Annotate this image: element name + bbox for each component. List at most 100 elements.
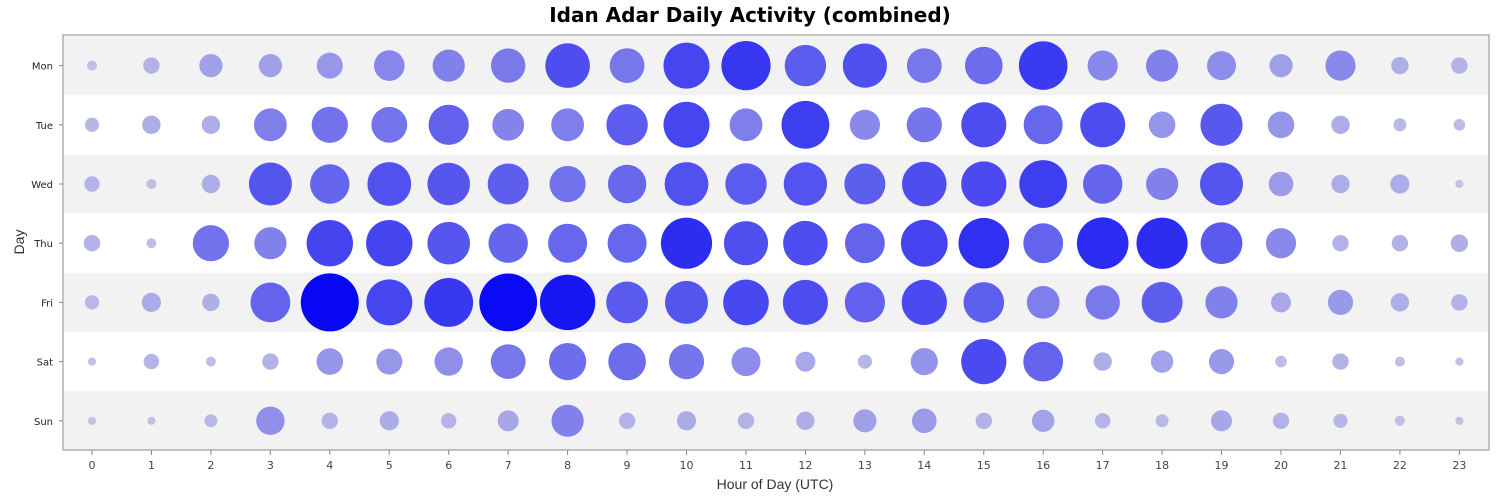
bubble-sat-20 — [1275, 355, 1287, 368]
bubble-sun-22 — [1394, 415, 1405, 426]
bubble-tue-8 — [551, 108, 584, 142]
bubble-tue-0 — [84, 117, 100, 132]
x-tick-9: 9 — [624, 459, 631, 472]
bubble-tue-1 — [142, 115, 161, 134]
y-axis-label: Day — [11, 230, 27, 255]
bubble-wed-17 — [1083, 164, 1123, 204]
bubble-fri-2 — [202, 293, 220, 312]
bubble-thu-13 — [845, 223, 885, 264]
x-tick-13: 13 — [858, 459, 872, 472]
bubble-sun-0 — [87, 416, 97, 425]
bubble-mon-9 — [609, 48, 645, 83]
bubble-mon-3 — [258, 54, 282, 78]
bubble-mon-7 — [491, 48, 526, 83]
bubble-wed-22 — [1390, 174, 1410, 194]
bubble-fri-16 — [1026, 286, 1060, 319]
bubble-sat-16 — [1023, 341, 1064, 382]
bubble-sun-23 — [1455, 416, 1464, 425]
bubble-sat-10 — [668, 344, 705, 380]
bubble-thu-23 — [1450, 234, 1469, 252]
bubble-mon-22 — [1391, 56, 1409, 75]
bubble-sun-14 — [912, 408, 937, 434]
bubble-tue-7 — [492, 108, 525, 141]
bubble-wed-23 — [1455, 179, 1464, 189]
bubble-wed-14 — [902, 161, 947, 207]
bubble-fri-23 — [1451, 294, 1468, 311]
bubble-tue-19 — [1200, 103, 1243, 146]
bubble-tue-22 — [1393, 118, 1407, 132]
bubble-wed-5 — [367, 162, 412, 206]
bubble-sun-18 — [1155, 414, 1169, 428]
bubble-sun-9 — [618, 412, 636, 429]
bubble-wed-19 — [1200, 162, 1243, 206]
bubble-mon-0 — [87, 60, 97, 71]
bubble-fri-13 — [844, 282, 886, 323]
bubble-thu-10 — [660, 217, 713, 269]
bubble-fri-5 — [366, 279, 413, 326]
bubble-sun-19 — [1211, 410, 1232, 432]
bubble-tue-11 — [729, 108, 763, 142]
bubble-fri-11 — [723, 279, 769, 326]
bubble-wed-6 — [427, 162, 471, 206]
x-tick-22: 22 — [1393, 459, 1407, 472]
bubble-thu-9 — [607, 223, 647, 263]
bubble-layer — [83, 41, 1469, 437]
bubble-thu-2 — [192, 225, 229, 262]
bubble-sun-12 — [796, 411, 815, 430]
bubble-thu-14 — [900, 219, 948, 267]
bubble-wed-4 — [310, 164, 350, 204]
bubble-tue-23 — [1453, 119, 1466, 131]
bubble-tue-12 — [781, 100, 830, 149]
y-tick-thu: Thu — [33, 239, 53, 250]
x-tick-20: 20 — [1274, 459, 1288, 472]
bubble-wed-2 — [201, 174, 221, 194]
bubble-mon-12 — [784, 44, 827, 87]
bubble-mon-8 — [545, 43, 590, 88]
bubble-wed-9 — [607, 164, 647, 204]
bubble-thu-5 — [366, 220, 413, 267]
y-tick-tue: Tue — [35, 121, 53, 132]
bubble-tue-6 — [428, 104, 469, 145]
bubble-thu-11 — [723, 221, 769, 266]
bubble-tue-14 — [906, 107, 942, 143]
bubble-mon-20 — [1269, 54, 1293, 78]
x-tick-1: 1 — [148, 459, 155, 472]
bubble-wed-10 — [664, 162, 709, 206]
bubble-sat-18 — [1150, 350, 1174, 373]
bubble-mon-4 — [316, 52, 343, 79]
bubble-thu-21 — [1332, 235, 1349, 252]
bubble-sat-3 — [262, 353, 279, 370]
bubble-wed-11 — [725, 163, 767, 205]
bubble-sat-4 — [316, 348, 344, 375]
bubble-tue-18 — [1148, 111, 1176, 139]
bubble-tue-4 — [311, 106, 348, 143]
bubble-sat-17 — [1093, 352, 1112, 371]
bubble-sun-8 — [551, 404, 584, 437]
x-tick-19: 19 — [1215, 459, 1229, 472]
y-tick-labels: Mon Tue Wed Thu Fri Sat Sun — [31, 62, 63, 428]
bubble-sun-5 — [379, 411, 399, 431]
bubble-fri-18 — [1141, 281, 1183, 323]
bubble-thu-6 — [427, 221, 471, 265]
bubble-wed-3 — [248, 162, 292, 206]
bubble-sat-6 — [434, 347, 463, 376]
bubble-sun-2 — [204, 414, 218, 428]
bubble-thu-15 — [958, 217, 1010, 269]
bubble-fri-15 — [963, 282, 1005, 323]
bubble-thu-4 — [306, 220, 353, 267]
bubble-fri-7 — [479, 273, 538, 332]
bubble-thu-7 — [488, 223, 528, 263]
bubble-sun-7 — [497, 410, 519, 432]
bubble-wed-0 — [84, 176, 100, 192]
bubble-sat-9 — [608, 342, 646, 381]
bubble-mon-21 — [1325, 50, 1356, 81]
bubble-mon-16 — [1018, 41, 1068, 90]
bubble-thu-16 — [1023, 223, 1064, 264]
x-tick-7: 7 — [505, 459, 512, 472]
bubble-fri-1 — [141, 292, 161, 312]
x-tick-14: 14 — [917, 459, 931, 472]
bubble-tue-16 — [1023, 105, 1063, 145]
x-tick-10: 10 — [680, 459, 694, 472]
x-tick-2: 2 — [207, 459, 214, 472]
